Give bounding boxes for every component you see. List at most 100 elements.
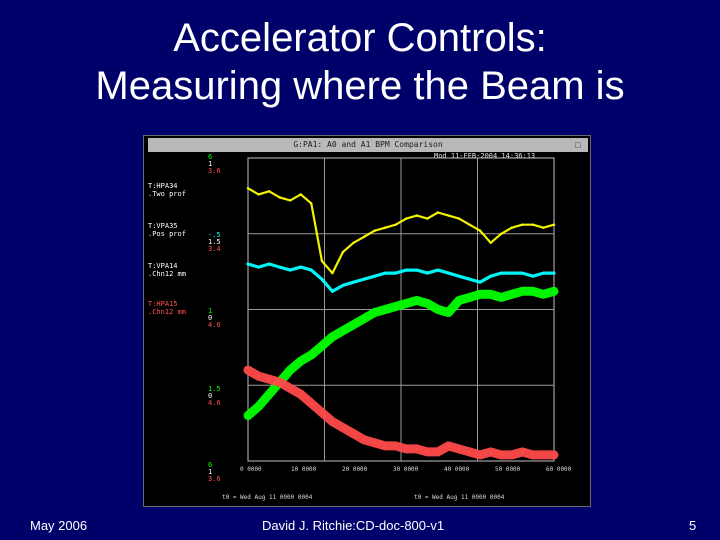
scale-group-4-bottom: 4.6: [208, 399, 221, 407]
series-1-point: [447, 214, 450, 217]
series-3-point: [436, 308, 440, 311]
series-4-point: [373, 441, 376, 444]
series-2-point: [521, 271, 524, 275]
series-4-point: [341, 426, 345, 429]
series-2-point: [310, 268, 313, 272]
series-2-point: [331, 290, 334, 293]
x-tick-label: 10 0000: [291, 466, 317, 473]
footer-date: May 2006: [30, 518, 88, 533]
slide-title-line-2: Measuring where the Beam is: [95, 64, 625, 108]
series-4-point: [489, 450, 492, 454]
series-3-point: [521, 290, 524, 293]
scale-group-4-top: 1.5: [208, 385, 221, 393]
series-2-point: [257, 265, 260, 269]
series-3-point: [426, 302, 429, 305]
scale-group-5-top: 6: [208, 461, 213, 469]
series-4-point: [500, 453, 503, 457]
series-3-point: [468, 296, 471, 299]
series-3-point: [299, 359, 302, 363]
series-2-point: [531, 275, 535, 278]
series-3-point: [510, 293, 513, 296]
series-2-point: [320, 278, 324, 281]
series-1-point: [478, 229, 482, 232]
series-1-point: [510, 226, 513, 229]
series-1-point: [457, 217, 461, 220]
series-2-point: [457, 275, 461, 278]
x-tick-label: 0 0000: [240, 466, 262, 473]
series-2-point: [384, 271, 387, 275]
series-3-point: [289, 368, 292, 372]
series-line-1: [246, 187, 556, 275]
x-tick-label: 30 0000: [393, 466, 419, 473]
series-1-point: [384, 226, 387, 229]
series-3-point: [500, 296, 503, 299]
series-2-point: [352, 281, 355, 284]
series-1-point: [415, 214, 418, 217]
series-2-point: [489, 275, 492, 278]
series-1-point: [436, 211, 440, 214]
series-4-point: [405, 447, 408, 451]
series-1-point: [500, 232, 503, 235]
series-3-point: [362, 317, 366, 320]
series-4-point: [362, 438, 366, 441]
series-3-point: [373, 311, 376, 314]
series-2-point: [500, 271, 503, 275]
series-1-point: [521, 223, 524, 226]
series-4-point: [436, 450, 440, 454]
series-4-point: [552, 453, 556, 457]
channel-2-units: .Pos prof: [148, 230, 186, 238]
series-1-point: [531, 223, 535, 226]
scale-group-5-mid: 1: [208, 468, 213, 476]
series-3-point: [405, 302, 408, 305]
series-4-point: [257, 375, 260, 378]
series-3-point: [531, 290, 535, 293]
scale-group-2-bottom: 3.4: [208, 245, 221, 253]
series-1-point: [257, 193, 260, 196]
plot-window-title: G:PA1: A0 and A1 BPM Comparison: [148, 138, 588, 152]
x-tick-label: 60 0000: [546, 466, 572, 473]
channel-2-name: T:VPA35: [148, 222, 178, 230]
plot-footer-right: t0 = Wed Aug 11 0000 0004: [414, 494, 505, 501]
series-4-point: [289, 387, 292, 390]
series-4-point: [384, 444, 387, 448]
series-3-point: [246, 414, 250, 417]
series-line-4: [243, 365, 559, 460]
series-2-point: [373, 275, 376, 278]
window-close-icon[interactable]: □: [575, 140, 581, 150]
scale-group-1-top: 6: [208, 153, 213, 161]
footer-page-number: 5: [689, 518, 697, 533]
bpm-plot-screenshot: G:PA1: A0 and A1 BPM Comparison □ Mod 11…: [143, 135, 591, 507]
series-2-point: [362, 278, 366, 281]
series-1-point: [320, 259, 324, 263]
slide-title: Accelerator Controls: Measuring where th…: [0, 14, 720, 110]
series-3-point: [310, 353, 313, 357]
series-1-point: [352, 241, 355, 244]
series-3-point: [489, 293, 492, 296]
scale-group-2-mid: 1.5: [208, 238, 221, 246]
series-3-point: [552, 290, 556, 293]
series-2-point: [299, 265, 302, 269]
series-4-point: [394, 444, 397, 448]
series-2-point: [289, 268, 292, 272]
series-3-point: [415, 299, 418, 302]
scale-group-3-bottom: 4.6: [208, 321, 221, 329]
scale-group-3-mid: 0: [208, 314, 213, 322]
series-2-point: [246, 262, 250, 266]
series-1-point: [542, 226, 545, 229]
series-4-point: [310, 402, 313, 405]
series-3-point: [257, 405, 260, 408]
series-4-point: [246, 368, 250, 372]
series-3-point: [341, 329, 345, 332]
series-3-point: [320, 344, 324, 348]
slide-title-line-1: Accelerator Controls:: [173, 16, 547, 60]
channel-3-units: .Chn12 mm: [148, 270, 186, 278]
series-2-point: [510, 271, 513, 275]
series-1-point: [267, 190, 271, 193]
series-1-point: [426, 217, 429, 220]
series-4-point: [278, 381, 281, 384]
series-4-point: [468, 450, 471, 454]
series-4-point: [478, 453, 482, 457]
series-1-point: [373, 229, 376, 232]
series-1-point: [362, 235, 366, 238]
series-1-point: [489, 241, 492, 244]
